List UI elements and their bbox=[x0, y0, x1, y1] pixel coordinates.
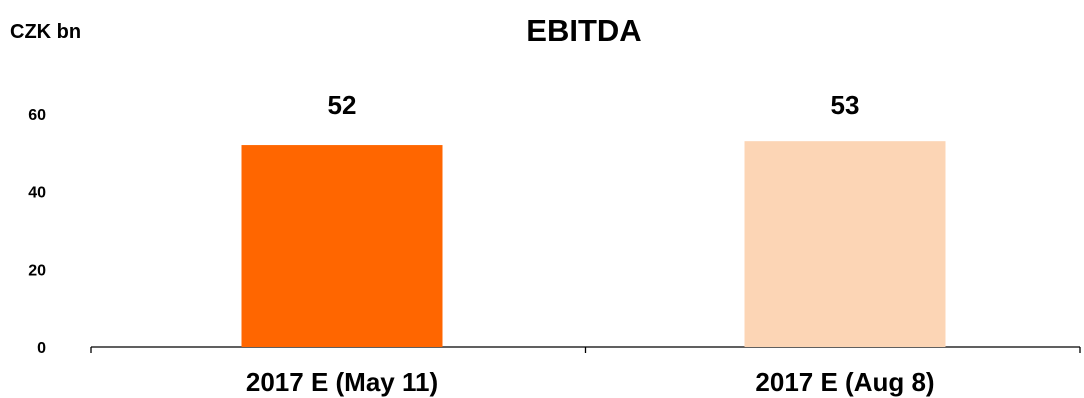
bar bbox=[241, 145, 443, 347]
plot-area: 0 20 40 60 52 2017 E (May 11) 53 2017 E (Aug 8) bbox=[28, 90, 1081, 397]
y-tick-label: 20 bbox=[28, 262, 46, 279]
category-label: 2017 E (May 11) bbox=[246, 367, 438, 397]
bar bbox=[744, 141, 946, 347]
data-label: 52 bbox=[328, 90, 357, 120]
y-tick-label: 0 bbox=[37, 340, 46, 357]
unit-label: CZK bn bbox=[10, 21, 81, 43]
data-label: 53 bbox=[831, 90, 860, 120]
y-tick-label: 60 bbox=[28, 107, 46, 124]
y-tick-label: 40 bbox=[28, 185, 46, 202]
category-label: 2017 E (Aug 8) bbox=[755, 367, 934, 397]
chart-title: EBITDA bbox=[526, 13, 641, 48]
